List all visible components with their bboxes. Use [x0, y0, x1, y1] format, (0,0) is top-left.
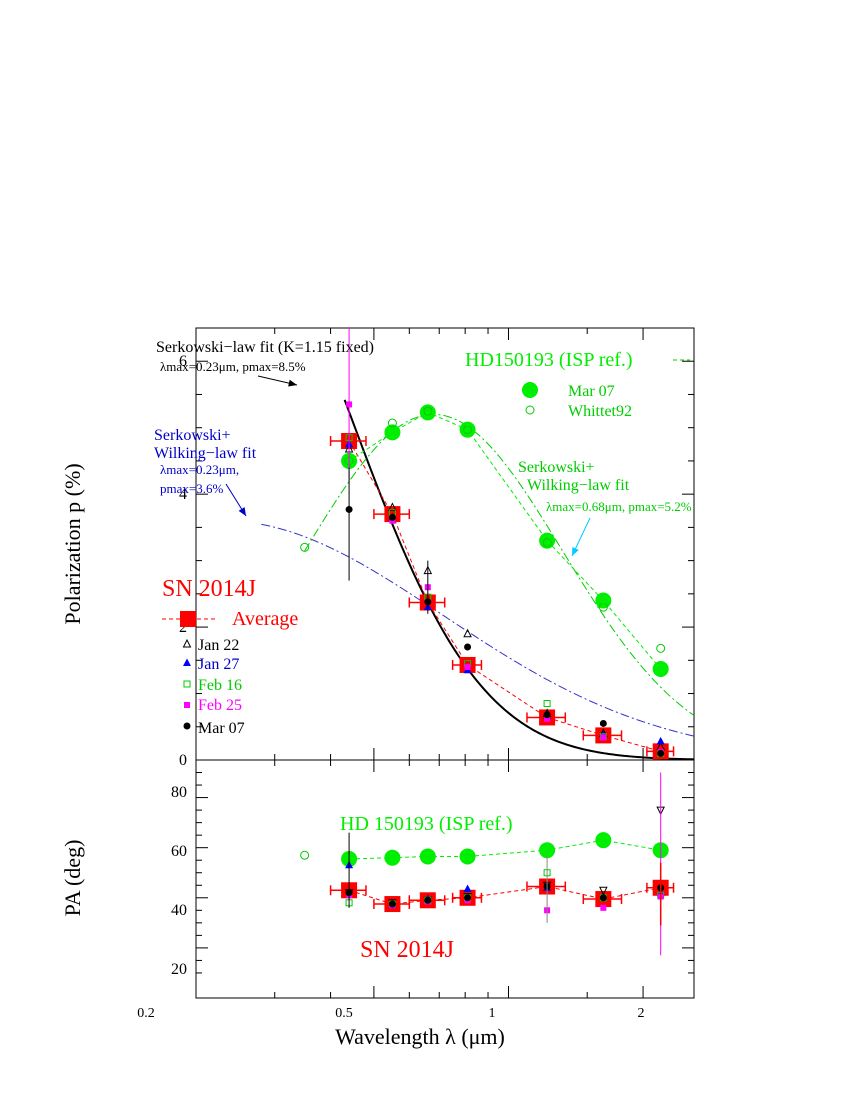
y-tick-label: 0	[179, 752, 187, 769]
data-point	[657, 749, 665, 757]
bottom-panel-frame	[195, 759, 695, 999]
data-point	[384, 424, 401, 441]
y-tick-label: 6	[179, 353, 187, 370]
data-point	[424, 896, 432, 904]
blue-fit-label-4: pmax=3.6%	[160, 481, 223, 496]
y-tick-label: 4	[179, 486, 187, 503]
legend-marker	[183, 680, 191, 688]
data-point	[384, 849, 401, 866]
serkowski-fit-params: λmax=0.23μm, pmax=8.5%	[160, 359, 306, 374]
legend-label: Mar 07	[198, 720, 245, 737]
green-fit-label-1: Serkowski+	[518, 459, 595, 476]
data-point	[543, 700, 551, 708]
arrow-head	[238, 507, 246, 516]
data-point	[388, 502, 397, 511]
hd-title-bottom: HD 150193 (ISP ref.)	[340, 813, 513, 835]
data-point	[419, 404, 436, 421]
data-point	[656, 643, 666, 653]
legend-label: Whittet92	[568, 403, 632, 420]
data-point	[459, 848, 476, 865]
data-point	[388, 900, 396, 908]
data-point	[600, 734, 607, 741]
x-axis-label: Wavelength λ (μm)	[335, 1024, 505, 1049]
y-axis-label-bottom: PA (deg)	[60, 840, 85, 917]
data-point	[459, 421, 476, 438]
arrow-head	[288, 379, 297, 387]
legend-marker	[184, 702, 190, 708]
hd-title-top: HD150193 (ISP ref.)	[465, 349, 633, 371]
x-tick-label: 2	[638, 1006, 645, 1021]
data-point	[387, 418, 397, 428]
data-point	[464, 663, 471, 670]
legend-label: Average	[232, 608, 298, 630]
data-point	[652, 660, 669, 677]
x-tick-label: 0.2	[137, 1006, 155, 1021]
error-bars	[348, 328, 429, 614]
legend-marker	[183, 722, 191, 730]
legend-label: Jan 27	[198, 656, 239, 673]
data-point	[544, 715, 551, 722]
y-tick-label: 80	[171, 784, 187, 801]
top-panel-frame	[195, 327, 695, 761]
data-point	[600, 904, 607, 911]
x-tick-label: 0.5	[335, 1006, 353, 1021]
y-tick-label: 40	[171, 902, 187, 919]
data-point	[463, 628, 472, 638]
panel-marks	[300, 806, 675, 914]
sn-title-top: SN 2014J	[162, 576, 256, 602]
blue-fit-label-3: λmax=0.23μm,	[160, 462, 239, 477]
legend-marker	[180, 611, 196, 627]
y-tick-label: 20	[171, 961, 187, 978]
legend-label: Feb 25	[198, 697, 242, 714]
serkowski-wilking-fit-curve	[304, 413, 694, 716]
green-fit-label-3: λmax=0.68μm, pmax=5.2%	[546, 499, 692, 514]
data-point	[595, 832, 612, 849]
legend-marker	[522, 382, 538, 398]
data-point	[599, 886, 608, 896]
panel-marks	[300, 401, 675, 760]
legend-marker	[525, 405, 535, 415]
green-fit-label-2: Wilking−law fit	[527, 477, 630, 494]
data-point	[542, 538, 552, 548]
data-point	[419, 848, 436, 865]
data-point	[595, 592, 612, 609]
legend-label: Mar 07	[568, 383, 615, 400]
x-tick-label: 1	[489, 1006, 496, 1021]
blue-fit-label-1: Serkowski+	[154, 427, 231, 444]
legend-marker	[182, 638, 192, 648]
y-axis-label-top: Polarization p (%)	[60, 463, 85, 624]
arrow-head	[572, 547, 579, 556]
legend-marker	[183, 658, 191, 666]
data-point	[539, 842, 556, 859]
sn-title-bottom: SN 2014J	[360, 937, 454, 963]
data-point	[464, 643, 472, 651]
y-tick-label: 60	[171, 843, 187, 860]
legend-label: Jan 22	[198, 637, 239, 654]
data-point	[300, 542, 310, 552]
serkowski-wilking-fit-curve	[261, 523, 694, 737]
data-point	[543, 711, 551, 719]
data-point	[423, 406, 433, 416]
serkowski-fit-curve	[343, 399, 694, 760]
data-point	[598, 602, 608, 612]
data-point	[599, 894, 607, 902]
data-point	[463, 884, 472, 893]
data-point	[300, 850, 310, 860]
legend-label: Feb 16	[198, 677, 242, 694]
data-point	[463, 425, 473, 435]
data-point	[656, 736, 665, 745]
error-bars	[348, 772, 662, 956]
y-tick-label: 2	[179, 619, 187, 636]
serkowski-fit-label: Serkowski−law fit (K=1.15 fixed)	[156, 339, 374, 356]
blue-fit-label-2: Wilking−law fit	[154, 445, 257, 462]
data-point	[388, 513, 396, 521]
data-point	[464, 894, 472, 902]
data-point	[599, 719, 607, 727]
